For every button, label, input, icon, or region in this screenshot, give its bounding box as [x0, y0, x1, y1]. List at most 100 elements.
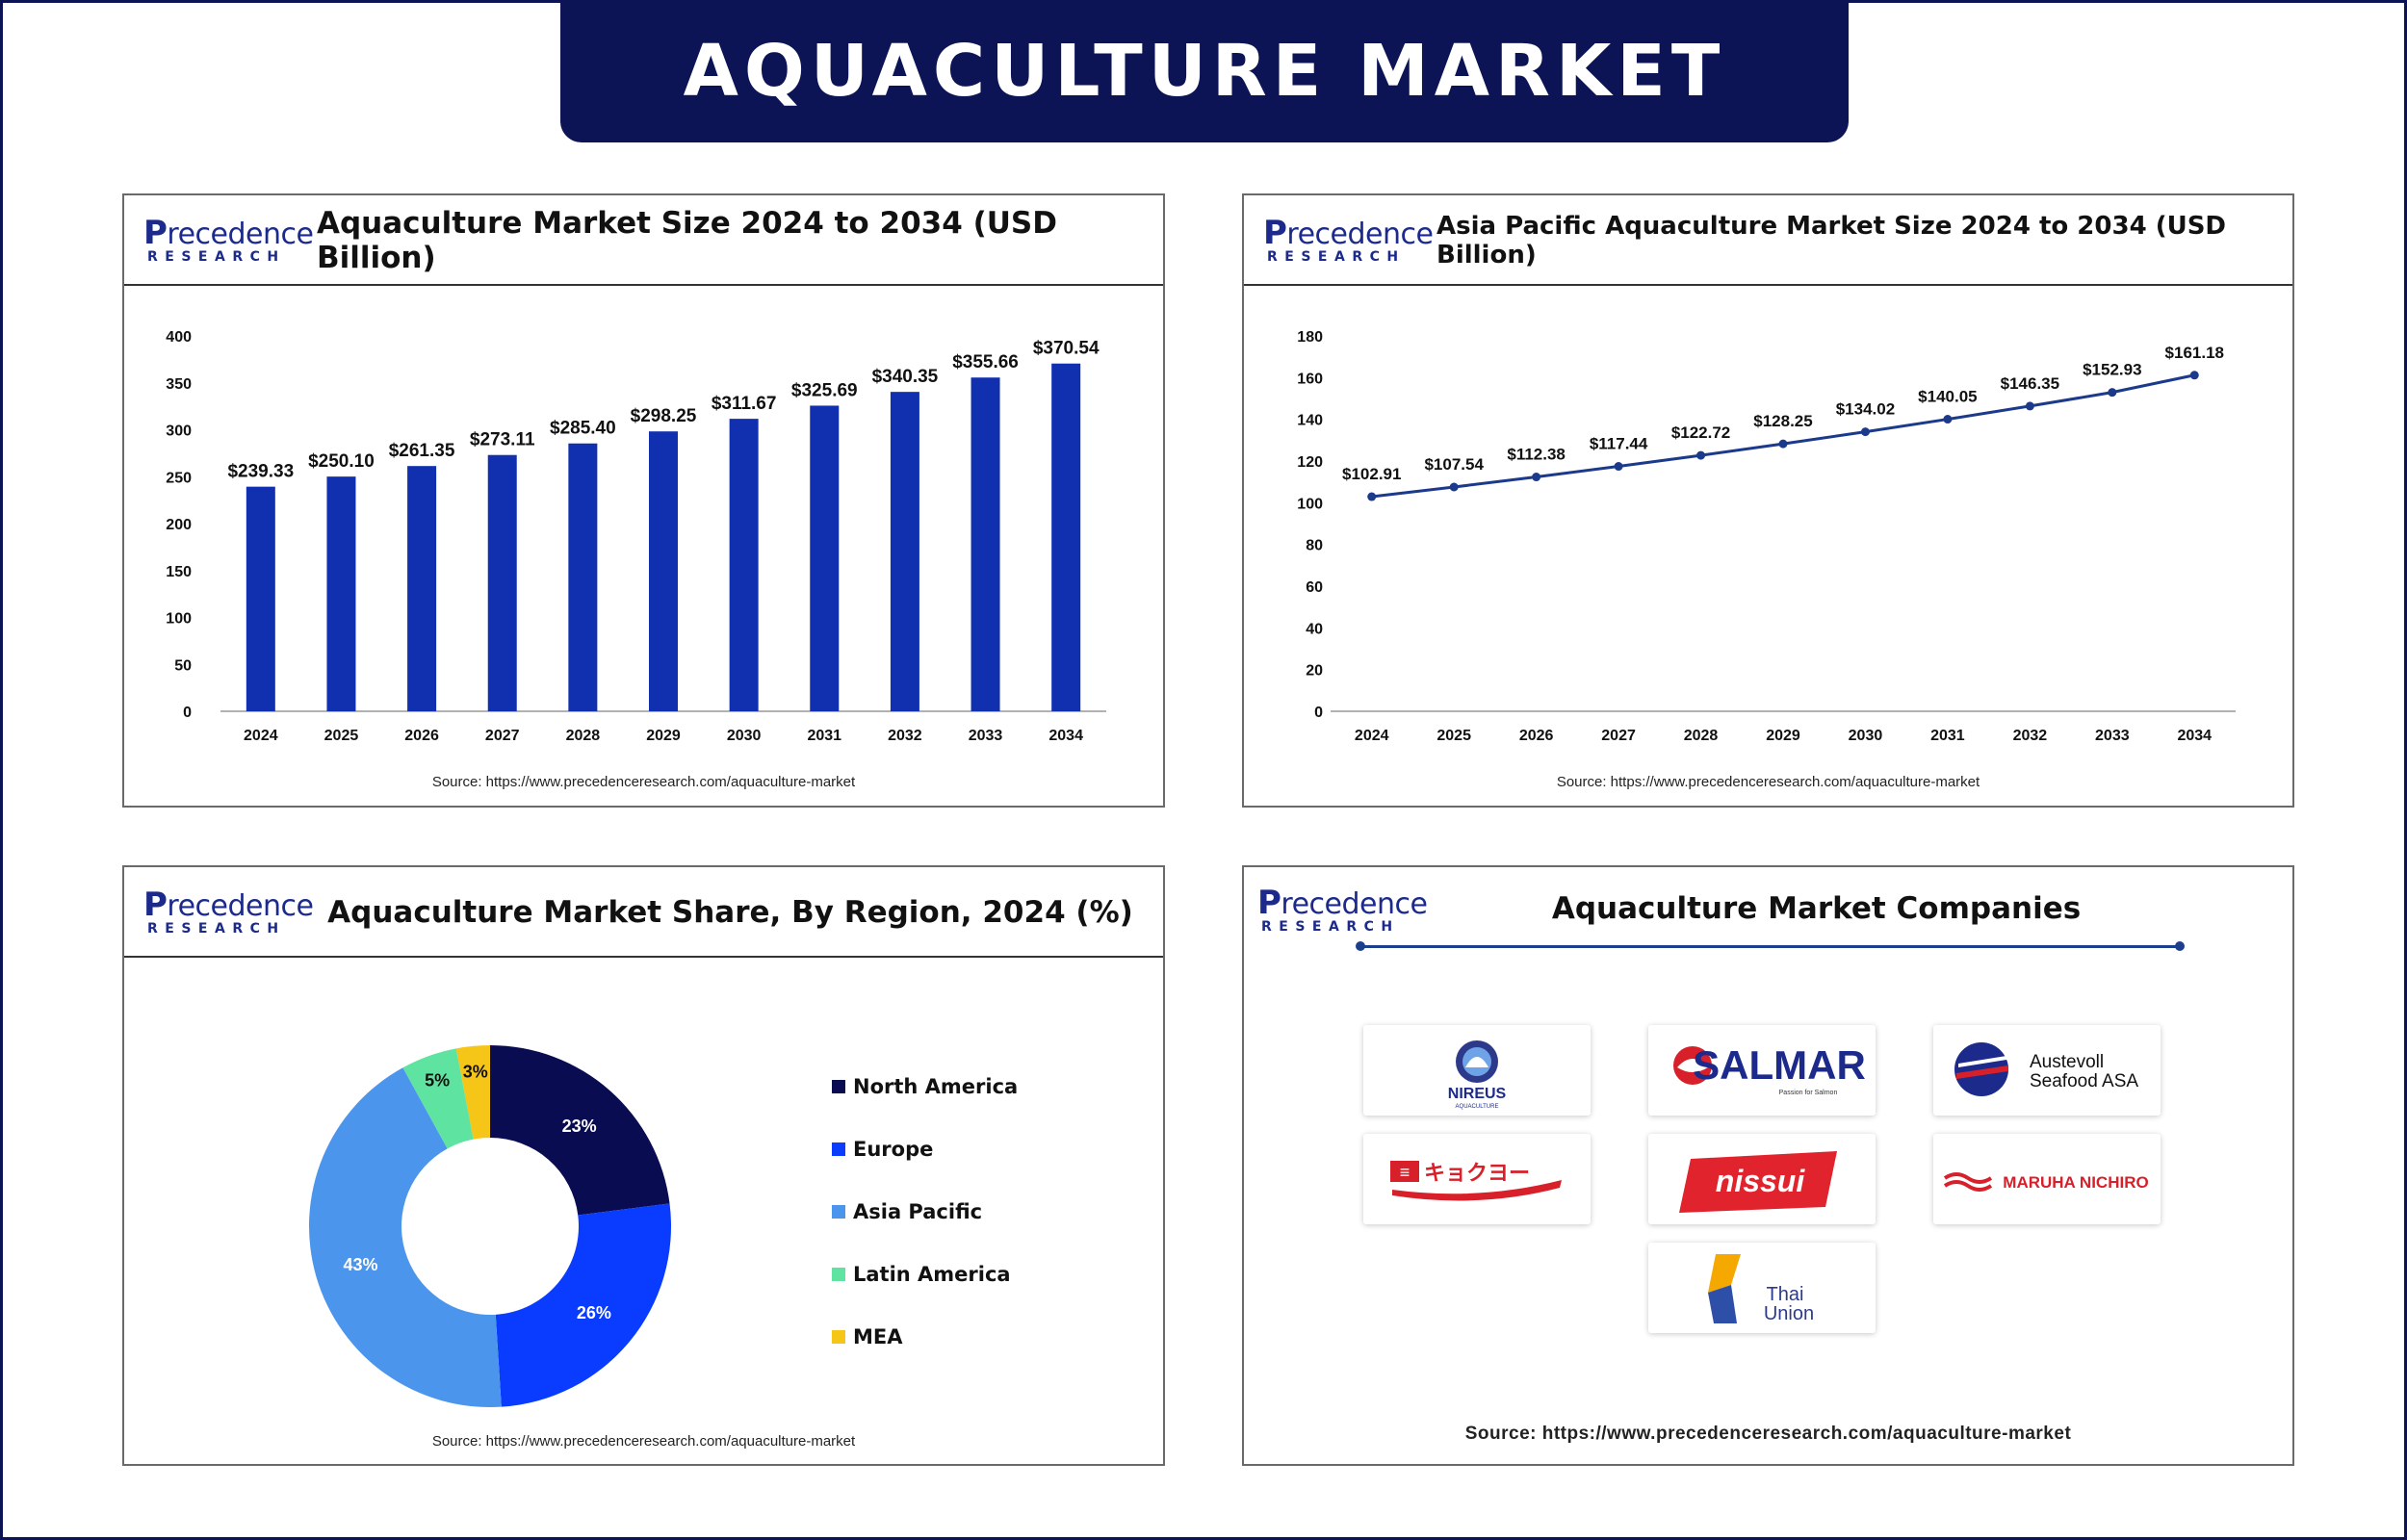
y-tick-label: 120: [1297, 454, 1323, 471]
bar-data-label: $261.35: [389, 441, 455, 461]
y-tick-label: 400: [166, 329, 192, 346]
slice-europe: [495, 1203, 671, 1407]
svg-text:NIREUS: NIREUS: [1448, 1086, 1507, 1102]
x-tick-label: 2025: [1436, 728, 1471, 744]
title-divider: [1359, 945, 2180, 948]
x-tick-label: 2032: [2013, 728, 2048, 744]
bar-2026: [407, 466, 437, 711]
x-tick-label: 2033: [969, 728, 1003, 744]
data-point-2028: [1696, 450, 1706, 460]
y-tick-label: 0: [183, 705, 192, 721]
y-tick-label: 100: [1297, 496, 1323, 512]
legend-item-north-america: North America: [832, 1055, 1018, 1117]
source-text: Source: https://www.precedenceresearch.c…: [431, 1433, 856, 1450]
legend-label: MEA: [853, 1324, 903, 1348]
bar-data-label: $311.67: [712, 394, 777, 414]
svg-text:AQUACULTURE: AQUACULTURE: [1456, 1104, 1499, 1110]
legend-item-mea: MEA: [832, 1305, 1018, 1368]
header-banner: AQUACULTURE MARKET: [560, 0, 1849, 142]
x-tick-label: 2027: [485, 728, 520, 744]
y-tick-label: 160: [1297, 371, 1323, 387]
company-logo-thai-union: Thai Union: [1648, 1243, 1876, 1333]
svg-text:≡: ≡: [1400, 1163, 1411, 1182]
x-tick-label: 2034: [1048, 728, 1083, 744]
y-tick-label: 350: [166, 376, 192, 393]
bar-data-label: $298.25: [631, 406, 697, 426]
y-tick-label: 40: [1306, 621, 1323, 637]
x-tick-label: 2031: [1930, 728, 1965, 744]
slice-asia-pacific: [308, 1067, 502, 1407]
panel-header: Precedence RESEARCH Asia Pacific Aquacul…: [1244, 195, 2292, 286]
region-share-donut-chart: 23% 26% 43% 5% 3%: [308, 1045, 671, 1407]
svg-text:Austevoll: Austevoll: [2030, 1052, 2104, 1072]
x-tick-label: 2028: [1684, 728, 1719, 744]
point-data-label: $128.25: [1753, 412, 1812, 430]
data-point-2033: [2108, 388, 2117, 398]
legend-item-europe: Europe: [832, 1117, 1018, 1180]
x-tick-label: 2027: [1601, 728, 1636, 744]
legend-label: Europe: [853, 1137, 934, 1161]
x-tick-label: 2033: [2095, 728, 2130, 744]
svg-text:Union: Union: [1764, 1303, 1814, 1324]
bar-data-label: $250.10: [308, 451, 375, 472]
company-logo-salmar: SALMAR Passion for Salmon: [1648, 1025, 1876, 1116]
point-data-label: $112.38: [1507, 446, 1566, 464]
slice-latin-america: [402, 1048, 474, 1149]
bar-2031: [810, 405, 840, 711]
market-size-title: Aquaculture Market Size 2024 to 2034 (US…: [317, 206, 1057, 275]
legend-swatch: [832, 1079, 845, 1093]
bar-2027: [487, 454, 517, 711]
x-tick-label: 2028: [566, 728, 601, 744]
y-tick-label: 100: [166, 611, 192, 628]
company-logo-maruha-nichiro: MARUHA NICHIRO: [1933, 1134, 2161, 1224]
precedence-logo: Precedence RESEARCH: [143, 886, 314, 937]
bar-2025: [326, 476, 356, 711]
y-tick-label: 150: [166, 564, 192, 580]
legend-label: Latin America: [853, 1262, 1011, 1286]
data-point-2026: [1532, 473, 1541, 482]
slice-label: 3%: [463, 1063, 488, 1082]
slice-label: 23%: [562, 1116, 597, 1136]
data-point-2027: [1614, 462, 1623, 472]
slice-mea: [455, 1045, 490, 1140]
companies-title: Aquaculture Market Companies: [1551, 891, 2082, 926]
data-point-2031: [1943, 415, 1953, 424]
bar-2030: [729, 419, 759, 711]
bar-data-label: $273.11: [470, 430, 535, 450]
bar-2028: [568, 443, 598, 711]
bar-data-label: $355.66: [952, 352, 1019, 372]
series-line: [1371, 373, 2195, 499]
divider-dot: [1356, 941, 1365, 951]
point-data-label: $107.54: [1424, 455, 1484, 474]
x-tick-label: 2026: [404, 728, 439, 744]
asia-pacific-line-chart: 0 20 40 60 80 100 120 140 160 180 $102.91 2024 $107.…: [1297, 329, 2236, 744]
y-tick-label: 200: [166, 517, 192, 533]
svg-text:SALMAR: SALMAR: [1693, 1042, 1866, 1088]
company-logo-nissui: nissui: [1648, 1134, 1876, 1224]
y-tick-label: 20: [1306, 663, 1323, 680]
asia-pacific-title: Asia Pacific Aquaculture Market Size 202…: [1436, 212, 2227, 270]
panel-header: Precedence RESEARCH Aquaculture Market S…: [124, 195, 1163, 286]
company-logo-nireus: NIREUS AQUACULTURE: [1363, 1025, 1591, 1116]
source-text: Source: https://www.precedenceresearch.c…: [1556, 774, 1980, 790]
slice-label: 43%: [344, 1255, 378, 1274]
bar-data-label: $285.40: [550, 419, 616, 439]
data-point-2030: [1860, 427, 1870, 437]
panel-header: Precedence RESEARCH Aquaculture Market S…: [124, 867, 1163, 958]
legend-item-asia-pacific: Asia Pacific: [832, 1180, 1018, 1243]
bar-2024: [246, 486, 275, 711]
company-logo-austevoll: Austevoll Seafood ASA: [1933, 1025, 2161, 1116]
precedence-logo: Precedence RESEARCH: [1257, 884, 1428, 935]
bar-2033: [971, 377, 1000, 711]
data-point-2024: [1367, 492, 1377, 501]
bar-2034: [1051, 363, 1081, 711]
market-size-panel: Precedence RESEARCH Aquaculture Market S…: [122, 193, 1165, 808]
x-tick-label: 2029: [646, 728, 681, 744]
source-text: Source: https://www.precedenceresearch.c…: [1464, 1424, 2072, 1444]
y-tick-label: 250: [166, 470, 192, 486]
point-data-label: $134.02: [1836, 400, 1895, 419]
svg-text:Thai: Thai: [1767, 1284, 1804, 1305]
bar-2029: [649, 431, 678, 711]
svg-text:Passion for Salmon: Passion for Salmon: [1779, 1090, 1838, 1096]
svg-text:Seafood ASA: Seafood ASA: [2030, 1071, 2138, 1091]
